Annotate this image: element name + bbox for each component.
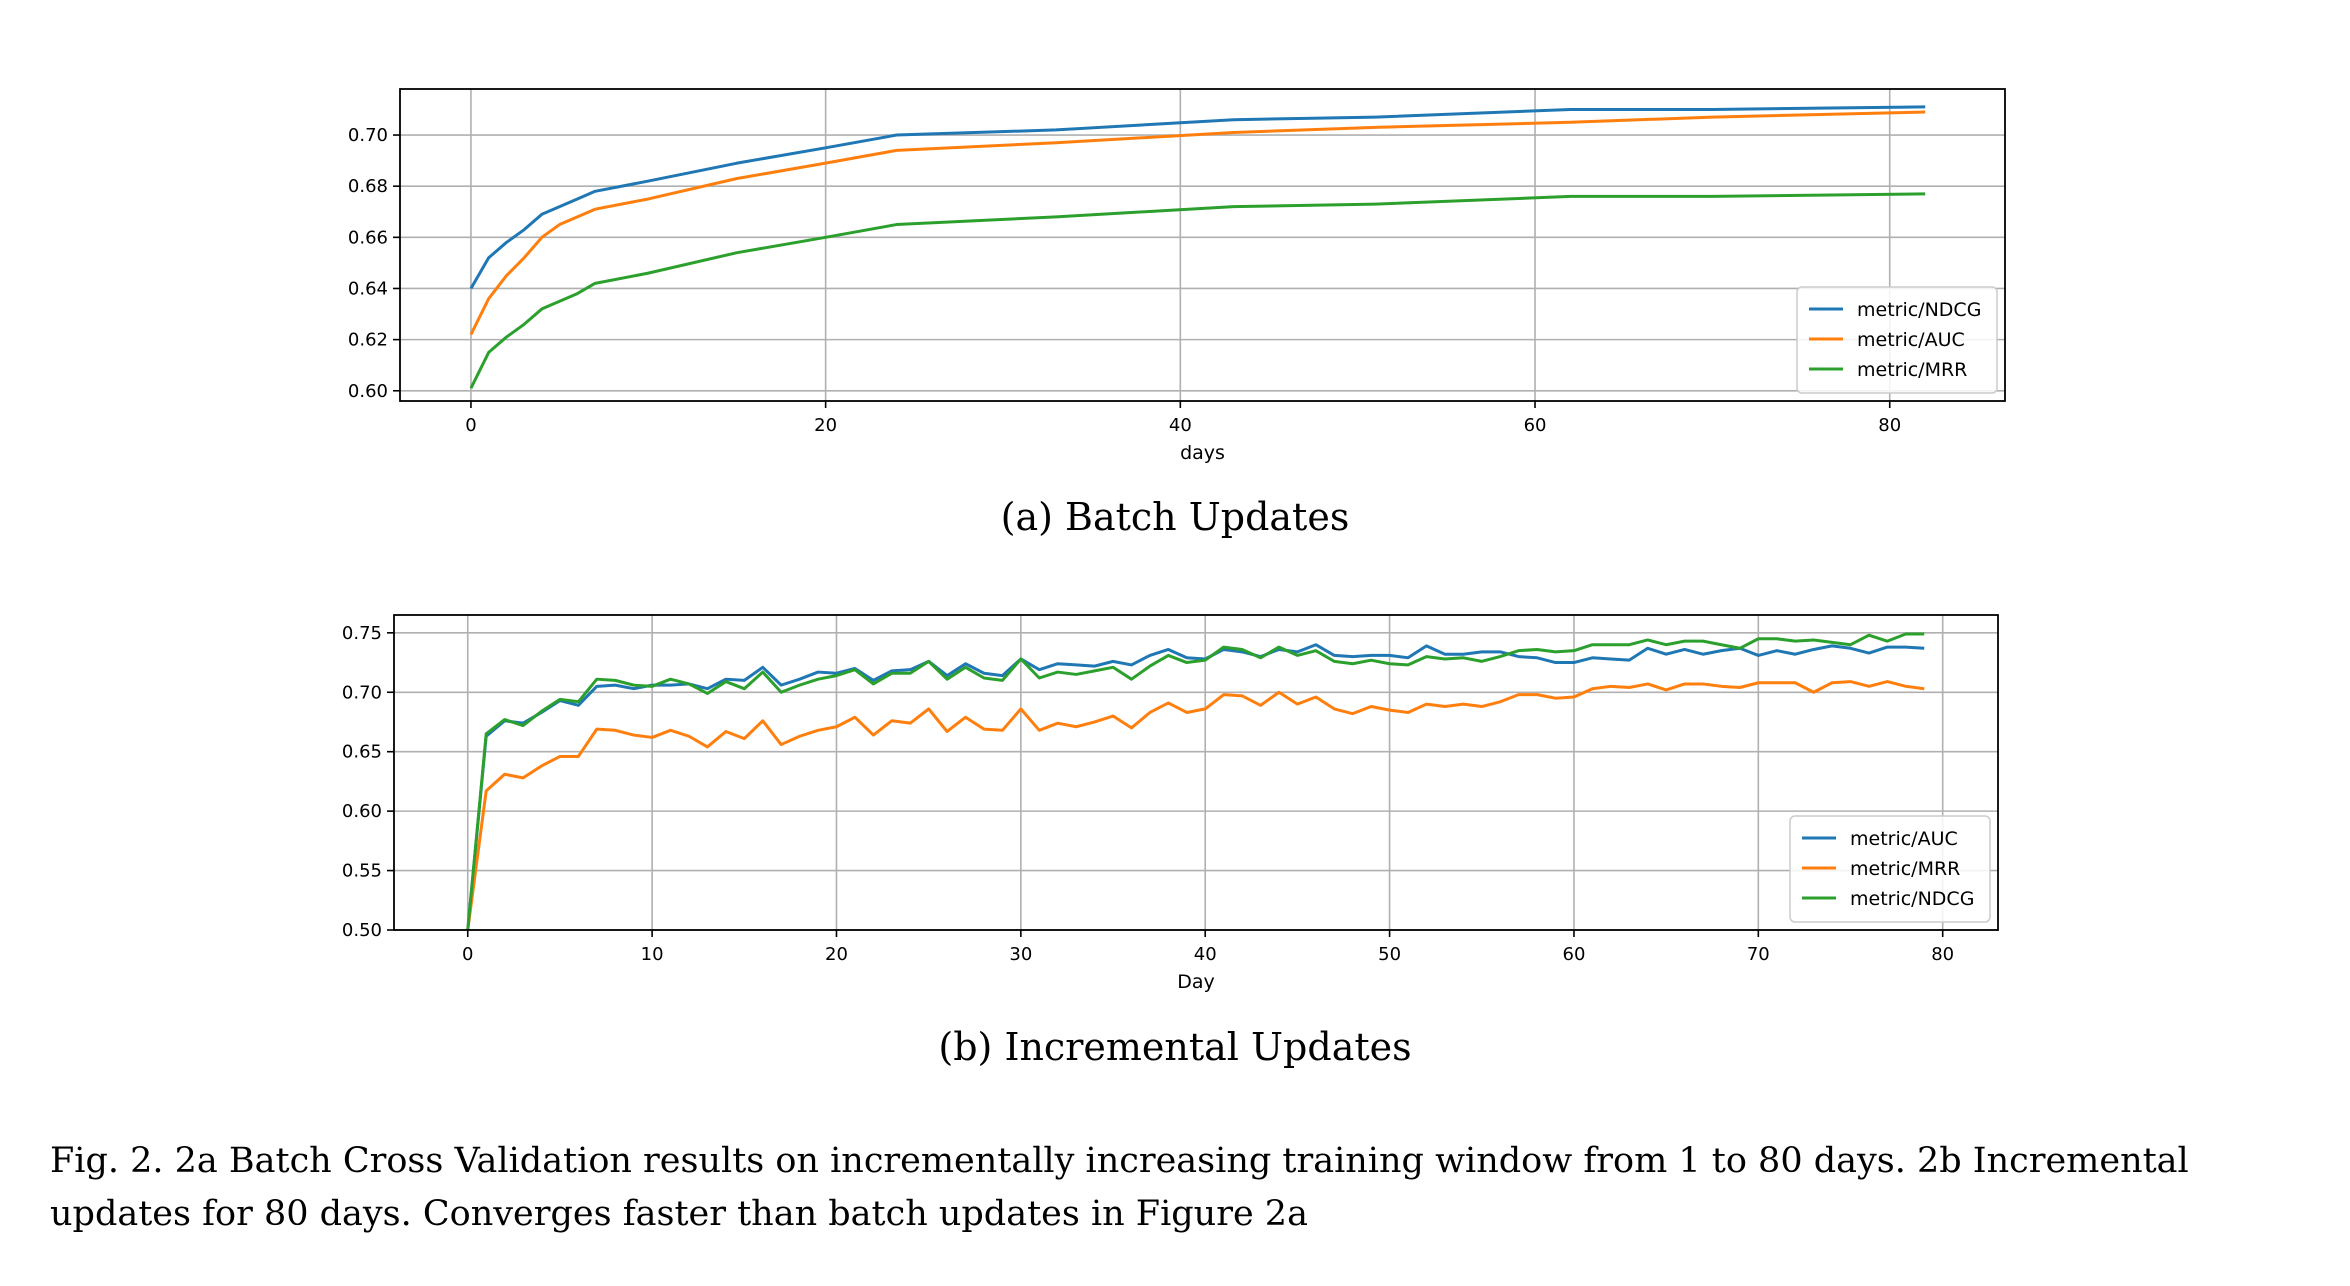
x-axis-label: days xyxy=(1180,442,1225,464)
x-tick-label: 80 xyxy=(1878,415,1901,436)
y-tick-label: 0.70 xyxy=(348,125,388,146)
batch-updates-chart: 0 20 40 60 80 0.60 0.62 0.64 0.66 0.68 0.70 days met… xyxy=(348,88,2006,464)
x-tick-label: 50 xyxy=(1378,944,1401,965)
legend-box xyxy=(1789,815,1991,923)
series-line-metric-auc xyxy=(469,110,1926,336)
legend-entry: metric/NDCG xyxy=(1850,888,1974,910)
legend-entry: metric/AUC xyxy=(1857,329,1965,351)
x-tick-label: 30 xyxy=(1009,944,1032,965)
series-line-metric-mrr xyxy=(469,192,1926,389)
y-tick-label: 0.60 xyxy=(348,381,388,402)
x-tick-label: 10 xyxy=(641,944,664,965)
y-tick-label: 0.68 xyxy=(348,176,388,197)
y-tick-label: 0.62 xyxy=(348,330,388,351)
x-tick-label: 60 xyxy=(1563,944,1586,965)
legend-entry: metric/NDCG xyxy=(1857,299,1981,321)
y-tick-label: 0.65 xyxy=(342,742,382,763)
y-tick-label: 0.55 xyxy=(342,861,382,882)
series-line-metric-mrr xyxy=(466,680,1925,931)
batch-updates-caption: (a) Batch Updates xyxy=(1000,495,1350,539)
series-line-metric-ndcg xyxy=(466,632,1925,931)
x-tick-label: 0 xyxy=(462,944,473,965)
incremental-updates-chart: 0 10 20 30 40 50 60 70 80 0.50 0.55 0.60 0.65 0.70 0.7… xyxy=(342,614,1999,993)
figure-caption: Fig. 2. 2a Batch Cross Validation result… xyxy=(50,1141,2189,1234)
y-tick-label: 0.60 xyxy=(342,801,382,822)
series-line-metric-ndcg xyxy=(469,105,1926,290)
legend-entry: metric/MRR xyxy=(1857,359,1967,381)
x-tick-label: 70 xyxy=(1747,944,1770,965)
plot-frame xyxy=(399,88,2006,402)
x-tick-label: 20 xyxy=(825,944,848,965)
legend-box xyxy=(1796,286,1998,394)
x-axis-label: Day xyxy=(1177,971,1215,993)
incremental-updates-caption: (b) Incremental Updates xyxy=(938,1025,1412,1069)
x-tick-label: 40 xyxy=(1169,415,1192,436)
legend: metric/NDCG metric/AUC metric/MRR xyxy=(1796,286,1998,394)
x-tick-label: 20 xyxy=(814,415,837,436)
grid xyxy=(400,89,2005,401)
x-tick-label: 40 xyxy=(1194,944,1217,965)
x-tick-label: 80 xyxy=(1931,944,1954,965)
x-tick-label: 0 xyxy=(465,415,476,436)
y-tick-label: 0.70 xyxy=(342,682,382,703)
y-tick-label: 0.75 xyxy=(342,623,382,644)
series-line-metric-auc xyxy=(466,643,1925,931)
plot-frame xyxy=(393,614,1999,931)
y-tick-label: 0.50 xyxy=(342,920,382,941)
y-tick-label: 0.64 xyxy=(348,278,388,299)
legend: metric/AUC metric/MRR metric/NDCG xyxy=(1789,815,1991,923)
legend-entry: metric/AUC xyxy=(1850,828,1958,850)
x-tick-label: 60 xyxy=(1524,415,1547,436)
y-tick-label: 0.66 xyxy=(348,227,388,248)
legend-entry: metric/MRR xyxy=(1850,858,1960,880)
